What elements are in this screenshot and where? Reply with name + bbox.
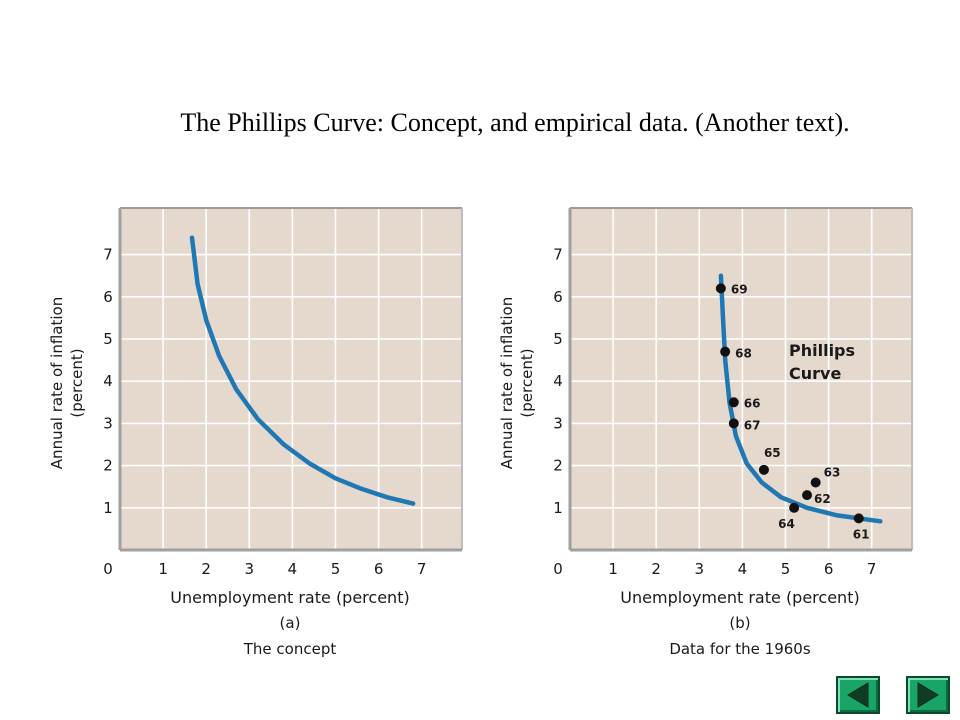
chart-b-point-label-69: 69 bbox=[731, 282, 748, 296]
chart-a-y-tick-label: 7 bbox=[103, 246, 113, 264]
chart-b-point-69 bbox=[715, 283, 726, 294]
next-slide-button[interactable] bbox=[906, 676, 950, 714]
chart-b-point-62 bbox=[802, 490, 813, 501]
chart-b-plot-area bbox=[570, 208, 912, 550]
chart-b-point-66 bbox=[728, 397, 739, 408]
chart-b-y-tick-label: 2 bbox=[553, 457, 563, 475]
chart-b-y-tick-label: 1 bbox=[553, 499, 563, 517]
previous-slide-button[interactable] bbox=[836, 676, 880, 714]
chart-a-y-tick-label: 4 bbox=[103, 372, 113, 390]
slide-title: The Phillips Curve: Concept, and empiric… bbox=[180, 108, 850, 137]
chart-a-y-tick-label: 6 bbox=[103, 288, 113, 306]
chart-a-x-tick-label: 7 bbox=[417, 560, 427, 578]
chart-b-y-tick-label: 4 bbox=[553, 372, 563, 390]
chart-a-panel-letter: (a) bbox=[280, 614, 301, 632]
chart-b-point-65 bbox=[758, 464, 769, 475]
chart-b-x-tick-label: 1 bbox=[608, 560, 618, 578]
chart-b-point-67 bbox=[728, 418, 739, 429]
chart-b-x-tick-label: 4 bbox=[738, 560, 748, 578]
chart-a-x-axis-label: Unemployment rate (percent) bbox=[170, 588, 409, 607]
chart-a-phillips-curve bbox=[189, 235, 416, 506]
chart-a-plot-area bbox=[120, 208, 462, 550]
chart-b-phillips-curve bbox=[718, 273, 883, 524]
chart-b-annotation: Curve bbox=[789, 364, 841, 383]
chart-b-x-tick-label: 7 bbox=[867, 560, 877, 578]
chart-a-x-tick-label: 6 bbox=[374, 560, 384, 578]
triangle-right-icon bbox=[917, 682, 939, 708]
chart-a-x-tick-label: 4 bbox=[288, 560, 298, 578]
chart-b-y-tick-label: 7 bbox=[553, 246, 563, 264]
chart-b-y-axis-label: Annual rate of inflation bbox=[498, 297, 516, 469]
chart-a-y-tick-label: 2 bbox=[103, 457, 113, 475]
chart-a-x-tick-label: 5 bbox=[331, 560, 341, 578]
chart-a-x-tick-label: 2 bbox=[201, 560, 211, 578]
chart-b-y-tick-label: 6 bbox=[553, 288, 563, 306]
chart-b-point-61 bbox=[853, 513, 864, 524]
chart-b-point-label-61: 61 bbox=[853, 527, 870, 541]
chart-b-annotation: Phillips bbox=[789, 341, 855, 360]
chart-a-y-tick-label: 1 bbox=[103, 499, 113, 517]
chart-b-point-label-68: 68 bbox=[735, 347, 752, 361]
chart-b-x-tick-label: 0 bbox=[553, 560, 563, 578]
chart-a-caption: The concept bbox=[243, 640, 337, 658]
chart-a-x-tick-label: 1 bbox=[158, 560, 168, 578]
chart-b-caption: Data for the 1960s bbox=[669, 640, 811, 658]
chart-a-y-axis-label: Annual rate of inflation bbox=[48, 297, 66, 469]
chart-b-x-tick-label: 3 bbox=[695, 560, 705, 578]
chart-b-point-label-66: 66 bbox=[744, 396, 761, 410]
chart-b-y-tick-label: 3 bbox=[553, 414, 563, 432]
chart-b-point-64 bbox=[789, 502, 800, 513]
triangle-left-icon bbox=[847, 682, 869, 708]
chart-b-panel-letter: (b) bbox=[729, 614, 750, 632]
chart-b-point-label-63: 63 bbox=[824, 465, 841, 479]
chart-a-y-tick-label: 5 bbox=[103, 330, 113, 348]
chart-b-x-tick-label: 5 bbox=[781, 560, 791, 578]
chart-a-x-tick-label: 0 bbox=[103, 560, 113, 578]
chart-b-point-label-64: 64 bbox=[778, 517, 795, 531]
chart-b-x-axis-label: Unemployment rate (percent) bbox=[620, 588, 859, 607]
chart-a-y-axis-unit: (percent) bbox=[68, 348, 86, 417]
chart-b-x-tick-label: 2 bbox=[651, 560, 661, 578]
chart-a-y-tick-label: 3 bbox=[103, 414, 113, 432]
chart-b-point-label-65: 65 bbox=[764, 446, 781, 460]
chart-b-point-68 bbox=[720, 346, 731, 357]
chart-b-point-label-67: 67 bbox=[744, 418, 761, 432]
chart-b-y-tick-label: 5 bbox=[553, 330, 563, 348]
chart-b-y-axis-unit: (percent) bbox=[518, 348, 536, 417]
chart-a-x-tick-label: 3 bbox=[245, 560, 255, 578]
chart-b-point-label-62: 62 bbox=[814, 492, 831, 506]
chart-b-x-tick-label: 6 bbox=[824, 560, 834, 578]
chart-b-point-63 bbox=[810, 477, 821, 488]
